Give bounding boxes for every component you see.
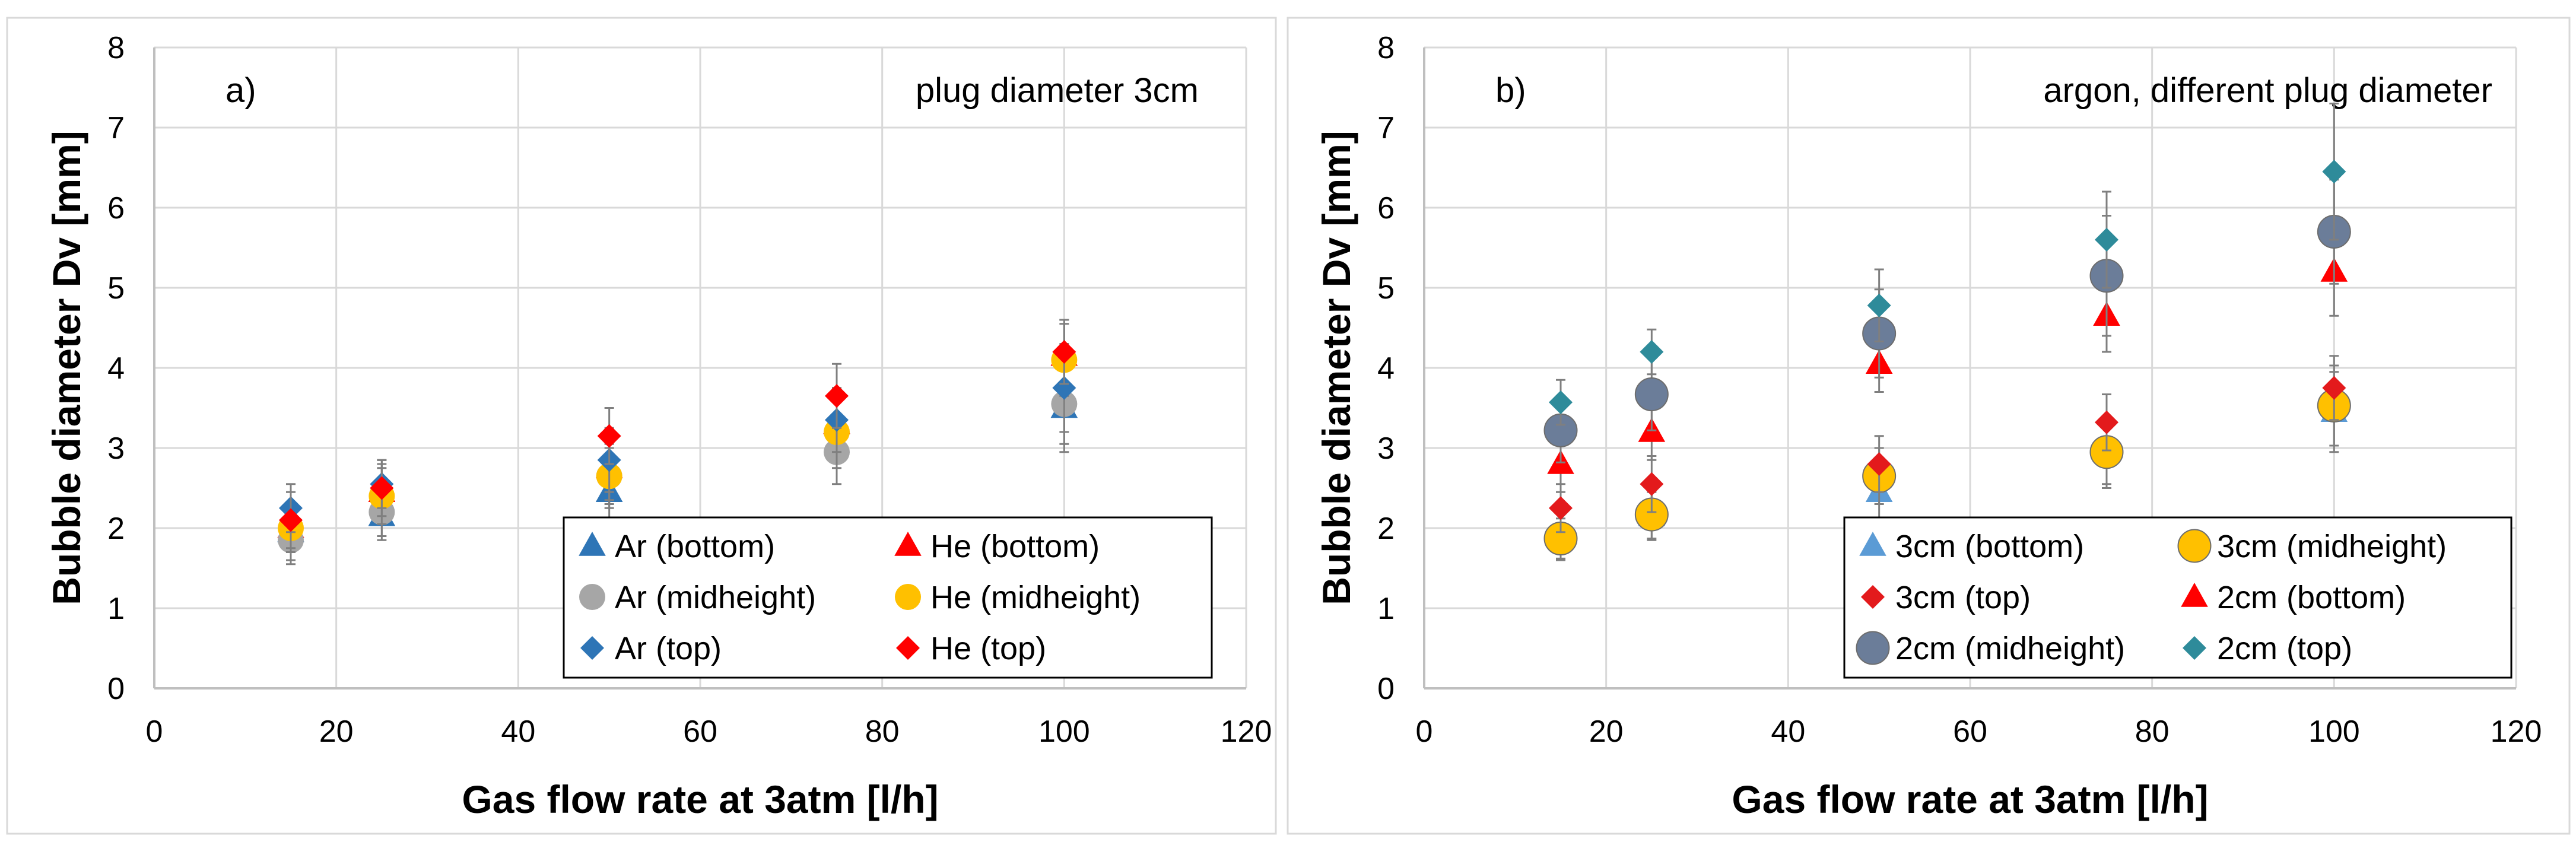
- y-tick-label: 3: [107, 431, 125, 466]
- legend-marker: [896, 636, 920, 660]
- data-point: [2322, 376, 2346, 400]
- data-point: [1634, 377, 1669, 412]
- data-point: [1640, 472, 1664, 496]
- y-tick-label: 4: [107, 351, 125, 386]
- x-tick-label: 100: [1038, 714, 1090, 749]
- x-tick-label: 40: [501, 714, 535, 749]
- legend-label: 3cm (bottom): [1895, 529, 2084, 564]
- series-he-top: [279, 319, 1076, 549]
- legend-label: 3cm (midheight): [2217, 529, 2447, 564]
- x-tick-label: 0: [1416, 714, 1433, 749]
- y-tick-label: 8: [107, 31, 125, 65]
- x-tick-label: 100: [2308, 714, 2360, 749]
- data-point: [2095, 410, 2118, 434]
- x-axis-title: Gas flow rate at 3atm [l/h]: [462, 777, 938, 821]
- y-tick-label: 3: [1377, 431, 1395, 466]
- y-tick-label: 5: [1377, 271, 1395, 306]
- y-tick-label: 2: [107, 511, 125, 546]
- data-point: [1052, 340, 1076, 364]
- y-axis-title: Bubble diameter Dv [mm]: [45, 131, 88, 605]
- x-tick-label: 80: [865, 714, 900, 749]
- legend-marker: [579, 532, 606, 556]
- x-tick-label: 120: [1221, 714, 1272, 749]
- x-tick-label: 60: [1953, 714, 1987, 749]
- y-tick-label: 4: [1377, 351, 1395, 386]
- x-tick-label: 0: [146, 714, 163, 749]
- legend-label: 2cm (top): [2217, 631, 2352, 666]
- data-point: [1052, 376, 1076, 400]
- legend-label: He (midheight): [930, 580, 1141, 615]
- panel-annotation: argon, different plug diameter: [2043, 71, 2492, 110]
- legend-marker: [2181, 583, 2208, 607]
- data-point: [1867, 293, 1891, 317]
- data-point: [825, 384, 849, 408]
- legend-label: Ar (bottom): [615, 529, 775, 564]
- y-tick-label: 0: [1377, 672, 1395, 706]
- series-2cm-top: [1549, 103, 2346, 426]
- y-tick-label: 0: [107, 672, 125, 706]
- panel-label: a): [225, 71, 256, 110]
- y-tick-label: 5: [107, 271, 125, 306]
- data-point: [279, 508, 303, 532]
- x-tick-label: 60: [683, 714, 717, 749]
- x-tick-label: 120: [2491, 714, 2542, 749]
- legend-marker: [2177, 529, 2212, 563]
- y-tick-label: 6: [107, 191, 125, 225]
- y-tick-label: 1: [107, 592, 125, 626]
- legend-marker: [1859, 532, 1886, 556]
- chart-frame: [1287, 17, 2571, 835]
- data-point: [1549, 390, 1573, 415]
- data-point: [1640, 340, 1664, 364]
- legend-marker: [1856, 631, 1890, 665]
- chart-frame: [6, 17, 1277, 835]
- y-tick-label: 1: [1377, 592, 1395, 626]
- data-point: [597, 424, 621, 448]
- x-tick-label: 20: [319, 714, 354, 749]
- y-tick-label: 6: [1377, 191, 1395, 225]
- legend-marker: [1861, 585, 1885, 609]
- legend-label: Ar (midheight): [615, 580, 816, 615]
- x-tick-label: 80: [2135, 714, 2170, 749]
- x-tick-label: 20: [1589, 714, 1624, 749]
- y-tick-label: 8: [1377, 31, 1395, 65]
- x-tick-label: 40: [1771, 714, 1805, 749]
- panel-label: b): [1495, 71, 1526, 110]
- legend-label: He (top): [930, 631, 1046, 666]
- panel-annotation: plug diameter 3cm: [916, 71, 1199, 110]
- y-tick-label: 7: [1377, 111, 1395, 145]
- series-3cm-top: [1549, 355, 2346, 533]
- y-axis-title: Bubble diameter Dv [mm]: [1314, 131, 1358, 605]
- legend: 3cm (bottom) 3cm (midheight) 3cm (top) 2cm …: [1843, 516, 2513, 679]
- data-point: [370, 476, 394, 500]
- legend-box: [563, 516, 1213, 679]
- data-point: [1867, 452, 1891, 476]
- legend-marker: [894, 532, 922, 556]
- x-axis-title: Gas flow rate at 3atm [l/h]: [1732, 777, 2208, 821]
- data-point: [2095, 228, 2118, 252]
- legend-label: 3cm (top): [1895, 580, 2031, 615]
- legend-label: Ar (top): [615, 631, 722, 666]
- legend-marker: [579, 584, 605, 610]
- data-point: [1549, 496, 1573, 520]
- legend-label: 2cm (midheight): [1895, 631, 2125, 666]
- data-point: [2322, 160, 2346, 184]
- legend-marker: [895, 584, 921, 610]
- legend-marker: [580, 636, 604, 660]
- legend: Ar (bottom) He (bottom) Ar (midheight) He (…: [563, 516, 1213, 679]
- legend-marker: [2183, 636, 2206, 660]
- legend-label: He (bottom): [930, 529, 1100, 564]
- legend-label: 2cm (bottom): [2217, 580, 2406, 615]
- y-tick-label: 7: [107, 111, 125, 145]
- y-tick-label: 2: [1377, 511, 1395, 546]
